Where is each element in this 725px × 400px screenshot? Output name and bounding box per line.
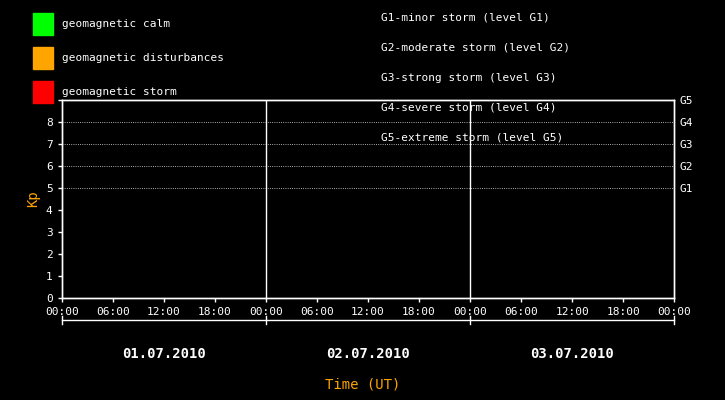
Text: G1-minor storm (level G1): G1-minor storm (level G1) — [381, 13, 550, 23]
Text: G3-strong storm (level G3): G3-strong storm (level G3) — [381, 73, 556, 83]
Text: 02.07.2010: 02.07.2010 — [326, 347, 410, 361]
Text: 03.07.2010: 03.07.2010 — [530, 347, 614, 361]
Text: G4-severe storm (level G4): G4-severe storm (level G4) — [381, 103, 556, 113]
Text: G5-extreme storm (level G5): G5-extreme storm (level G5) — [381, 133, 563, 143]
Text: Time (UT): Time (UT) — [325, 377, 400, 391]
Text: geomagnetic calm: geomagnetic calm — [62, 19, 170, 29]
Text: geomagnetic disturbances: geomagnetic disturbances — [62, 53, 223, 63]
Text: 01.07.2010: 01.07.2010 — [122, 347, 206, 361]
Y-axis label: Kp: Kp — [26, 191, 41, 207]
Text: geomagnetic storm: geomagnetic storm — [62, 87, 176, 97]
Text: G2-moderate storm (level G2): G2-moderate storm (level G2) — [381, 43, 570, 53]
